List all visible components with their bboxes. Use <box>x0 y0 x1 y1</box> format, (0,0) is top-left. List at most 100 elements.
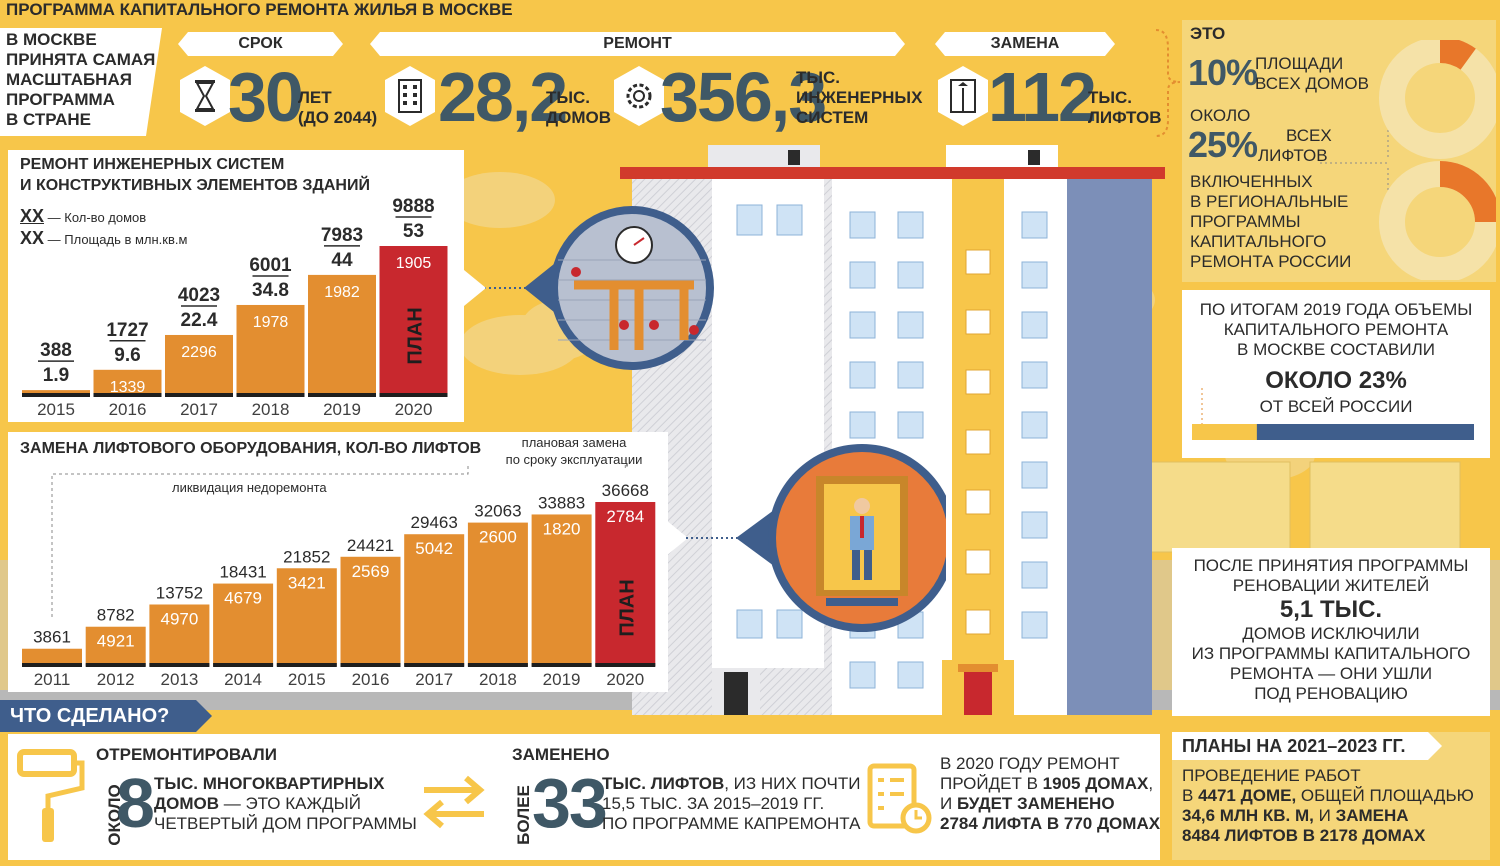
bar-lifts <box>213 583 274 666</box>
renovation-value: 5,1 ТЫС. <box>1279 596 1383 623</box>
houses-label: 6001 <box>249 255 292 276</box>
systems-label-line: ТЫС. <box>796 68 841 87</box>
term-label-line: ЛЕТ <box>298 88 332 107</box>
share-included-line: ВКЛЮЧЕННЫХ <box>1190 172 1313 191</box>
plan-label: ПЛАН <box>616 579 638 636</box>
plan-2020-part: , <box>1148 774 1154 793</box>
plan-2020-line: ПРОЙДЕТ В 1905 ДОМАХ, <box>940 774 1160 794</box>
repaired-line: ДОМОВ — ЭТО КАЖДЫЙ <box>154 794 417 814</box>
plans-replace: ЗАМЕНА <box>1335 806 1409 825</box>
intro-line: В МОСКВЕ <box>6 30 97 49</box>
legend-houses-text: — Кол-во домов <box>47 210 147 225</box>
bar-lifts <box>276 568 337 666</box>
legend-houses-mark: XX <box>20 206 45 226</box>
share-included-line: В РЕГИОНАЛЬНЫЕ <box>1190 192 1349 211</box>
renovation-text: ПОСЛЕ ПРИНЯТИЯ ПРОГРАММЫ РЕНОВАЦИИ ЖИТЕЛ… <box>1172 556 1490 704</box>
total-label: 29463 <box>411 513 458 532</box>
repaired-text: ТЫС. МНОГОКВАРТИРНЫХ ДОМОВ — ЭТО КАЖДЫЙ … <box>154 774 417 834</box>
annual-label: 2296 <box>181 344 217 361</box>
annual-label: 4921 <box>97 632 135 651</box>
plans-part: ОБЩЕЙ ПЛОЩАДЬЮ <box>1296 786 1474 805</box>
area-label: 34.8 <box>252 280 289 301</box>
houses-label: 388 <box>40 340 72 361</box>
area-label: 1.9 <box>43 365 69 386</box>
tick-label: 2012 <box>97 670 135 689</box>
houses-label-line: ТЫС. <box>546 88 591 107</box>
swap-arrows-icon <box>423 775 485 829</box>
bar-base <box>236 393 305 397</box>
building-icon <box>385 66 435 126</box>
houses-value: 28,2 <box>438 58 568 136</box>
bar-repair <box>308 274 376 396</box>
intro-line: ПРИНЯТА САМАЯ <box>6 50 156 69</box>
area-label: 22.4 <box>181 310 218 331</box>
bar-base <box>531 663 592 667</box>
houses-label: 7983 <box>321 225 363 246</box>
annual-label: 2600 <box>479 528 517 547</box>
annual-label: 3421 <box>288 573 326 592</box>
tick-label: 2015 <box>37 400 75 419</box>
total-label: 3861 <box>33 628 71 647</box>
tick-label: 2017 <box>415 670 453 689</box>
bar-base <box>467 663 528 667</box>
bar-lifts <box>531 514 592 666</box>
bar-lifts <box>22 648 82 666</box>
legend-area-text: — Площадь в млн.кв.м <box>47 232 188 247</box>
tick-label: 2020 <box>606 670 644 689</box>
bar-repair <box>379 246 448 396</box>
replaced-line: ПО ПРОГРАММЕ КАПРЕМОНТА <box>602 814 861 833</box>
bar-base <box>404 663 465 667</box>
tab-replace: ЗАМЕНА <box>935 32 1115 56</box>
houses-label: 4023 <box>178 285 220 306</box>
tick-label: 2018 <box>479 670 517 689</box>
plans-header-bg <box>1172 732 1442 760</box>
houses-label: ТЫС. ДОМОВ <box>546 88 611 128</box>
total-label: 18431 <box>219 563 266 582</box>
intro-line: ПРОГРАММА <box>6 90 115 109</box>
pipes-illustration <box>464 206 714 370</box>
bar-lifts <box>149 604 210 666</box>
progress-fill <box>1192 424 1257 440</box>
plan-2020-houses: 1905 ДОМАХ <box>1042 774 1149 793</box>
renovation-line: РЕНОВАЦИИ ЖИТЕЛЕЙ <box>1232 576 1430 595</box>
annual-label: 4679 <box>224 589 262 608</box>
lifts-value: 112 <box>988 58 1097 136</box>
gear-icon <box>614 66 664 126</box>
plans-part: И <box>1313 806 1336 825</box>
plans-header: ПЛАНЫ НА 2021–2023 ГГ. <box>1182 736 1406 756</box>
plan-label: ПЛАН <box>405 307 427 364</box>
area-label: 44 <box>331 250 353 271</box>
plan-2020-line: 2784 ЛИФТА В 770 ДОМАХ <box>940 814 1161 833</box>
bar-base <box>340 663 401 667</box>
plan-2020-line: И БУДЕТ ЗАМЕНЕНО <box>940 794 1160 814</box>
bar-lifts <box>467 522 528 666</box>
renovation-line: РЕМОНТА — ОНИ УШЛИ <box>1229 664 1433 683</box>
chart-repair-title-line: И КОНСТРУКТИВНЫХ ЭЛЕМЕНТОВ ЗДАНИЙ <box>20 177 370 194</box>
plan-2020-part: ПРОЙДЕТ В <box>940 774 1043 793</box>
page-title: ПРОГРАММА КАПИТАЛЬНОГО РЕМОНТА ЖИЛЬЯ В М… <box>6 0 513 19</box>
renovation-line: ИЗ ПРОГРАММЫ КАПИТАЛЬНОГО <box>1191 644 1471 663</box>
bar-repair <box>93 369 162 396</box>
total-label: 21852 <box>283 547 330 566</box>
replaced-value: 33 <box>532 764 608 842</box>
person-icon <box>850 498 874 580</box>
replaced-text: ТЫС. ЛИФТОВ, ИЗ НИХ ПОЧТИ 15,5 ТЫС. ЗА 2… <box>602 774 860 834</box>
plans-line: В 4471 ДОМЕ, ОБЩЕЙ ПЛОЩАДЬЮ <box>1182 786 1474 806</box>
repaired-rest: — ЭТО КАЖДЫЙ <box>219 794 361 813</box>
tick-label: 2013 <box>160 670 198 689</box>
bar-base <box>93 393 162 397</box>
bar-base <box>276 663 337 667</box>
plans-part: В <box>1182 786 1199 805</box>
term-value: 30 <box>228 58 304 136</box>
tick-label: 2011 <box>34 670 71 689</box>
chart-lifts-annotation-plan: плановая замена по сроку эксплуатации <box>494 434 654 468</box>
annual-label: 1339 <box>110 379 146 396</box>
replaced-title: ЗАМЕНЕНО <box>512 745 610 764</box>
term-label: ЛЕТ (ДО 2044) <box>298 88 377 128</box>
systems-label-line: ИНЖЕНЕРНЫХ <box>796 88 923 107</box>
share-2019-line: ПО ИТОГАМ 2019 ГОДА ОБЪЕМЫ <box>1199 300 1473 319</box>
share-10-label-line: ПЛОЩАДИ <box>1255 54 1344 73</box>
annotation-line-backlog <box>51 466 469 617</box>
area-label: 53 <box>403 221 424 242</box>
chart-repair-plot: 2015 388 1.9 2016 1727 9.6 1339 2017 4023 22.4 229… <box>22 196 448 419</box>
